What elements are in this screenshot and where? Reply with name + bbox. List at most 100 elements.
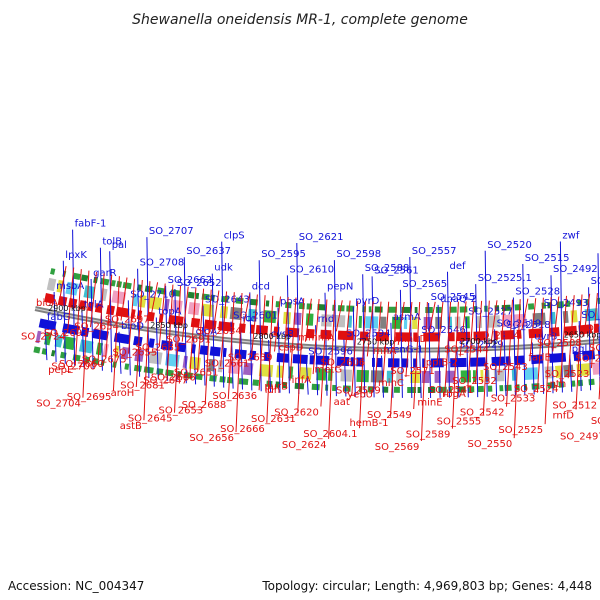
gene-label: SO_2604.1 (303, 429, 357, 440)
forward-gene-track (597, 349, 600, 359)
gene-label: SO_2695 (67, 392, 112, 403)
gene-label: infA (292, 375, 312, 386)
forward-gene-track (133, 335, 143, 347)
label-leader-line (59, 266, 67, 298)
label-leader-line (529, 298, 537, 362)
label-leader-line (204, 289, 212, 405)
gene-label: mmmA (298, 332, 334, 343)
label-leader-line (74, 269, 82, 365)
forward-gene-track (573, 351, 581, 361)
label-leader-line (374, 301, 382, 389)
gene-label: SO_2529 (459, 340, 504, 351)
forward-category-track (299, 367, 312, 380)
label-leader-line (381, 355, 384, 398)
gene-label: SO_2655 (113, 348, 158, 359)
forward-category-track (544, 366, 555, 379)
label-leader-line (274, 296, 281, 352)
gene-label: SO_2643 (205, 295, 250, 306)
gene-label: def (450, 261, 467, 272)
gene-label: minE (417, 398, 442, 409)
label-leader-line (221, 241, 225, 388)
gene-label: SO_2656 (189, 433, 234, 444)
gene-label: SO_2520 (487, 240, 532, 251)
reverse-dot-track (72, 272, 81, 281)
forward-gene-track (234, 349, 247, 360)
forward-dot-track (91, 357, 100, 365)
forward-category-track (182, 355, 188, 369)
reverse-gene-track (136, 310, 143, 320)
gene-label: SO_2624 (282, 440, 327, 451)
label-leader-line (413, 301, 421, 410)
forward-dot-track (41, 348, 48, 355)
reverse-category-track (138, 294, 147, 308)
gene-label: SO_2525 (498, 425, 543, 436)
gene-label: SO_2595 (261, 249, 306, 260)
gene-label: clpA (196, 326, 218, 337)
label-leader-line (289, 297, 297, 381)
gene-label: SO_2482 (581, 310, 600, 321)
scale-tick-label: 2700 kbp (460, 337, 498, 346)
forward-category-track (35, 330, 42, 344)
label-leader-line (371, 276, 375, 398)
gene-label: SO_2524 (514, 384, 559, 395)
label-leader-line (366, 301, 374, 357)
label-leader-line (405, 301, 413, 378)
gene-label: zwf (562, 231, 579, 242)
accession-label: Accession: NC_004347 (8, 579, 144, 593)
forward-dot-track (50, 349, 56, 357)
label-leader-line (335, 300, 343, 332)
forward-gene-track (148, 338, 155, 348)
label-leader-line (197, 288, 205, 372)
gene-label: tolB (102, 237, 122, 248)
reverse-dot-track (81, 274, 89, 282)
gene-label: SO_2594 (346, 329, 391, 340)
forward-gene-track (514, 355, 525, 366)
reverse-dot-track (201, 293, 210, 301)
gene-label: SO_2596 (308, 347, 353, 358)
gene-label: bioD (121, 321, 144, 332)
forward-gene-track (276, 352, 289, 363)
forward-dot-track (238, 378, 249, 385)
label-leader-line (418, 335, 422, 399)
forward-dot-track (219, 376, 226, 383)
gene-label: rnhA (373, 346, 397, 357)
gene-label: SO_2660 (59, 359, 104, 370)
label-leader-line (550, 275, 554, 394)
reverse-gene-track (190, 317, 201, 328)
gene-label: clpS (224, 231, 245, 242)
forward-gene-track (113, 332, 131, 345)
label-leader-line (459, 301, 467, 357)
reverse-category-track (229, 306, 243, 321)
gene-label: SO_2588 (365, 263, 410, 274)
gene-label: mindD (394, 334, 427, 345)
reverse-dot-track (122, 281, 132, 290)
label-leader-line (456, 350, 460, 398)
reverse-dot-track (220, 295, 229, 303)
reverse-dot-track (111, 279, 116, 287)
gene-label: SO_2546 (421, 325, 466, 336)
gene-label: pal (112, 240, 127, 251)
label-leader-line (297, 298, 305, 414)
label-leader-line (544, 297, 552, 425)
gene-label: ppsA (280, 297, 305, 308)
label-leader-line (143, 281, 151, 421)
forward-dot-track (311, 383, 320, 391)
label-leader-line (296, 242, 300, 395)
gene-label: SO_2533 (491, 394, 536, 405)
label-leader-line (90, 272, 97, 328)
reverse-gene-track (337, 330, 354, 341)
gene-label: pykA (587, 323, 600, 334)
reverse-category-track (171, 299, 183, 313)
forward-gene-track (469, 357, 486, 367)
label-leader-line (112, 276, 120, 392)
gene-label: SO_2637 (186, 246, 231, 257)
gene-label: SO_2515 (525, 253, 570, 264)
gene-label: pyrD (355, 296, 379, 307)
gene-label: SO_2686 (151, 373, 196, 384)
gene-label: SO_2724 (21, 332, 66, 343)
reverse-category-track (570, 310, 578, 323)
reverse-category-track (320, 314, 333, 327)
label-leader-line (343, 339, 347, 397)
gene-label: SO_2691 (166, 335, 211, 346)
label-leader-line (512, 297, 516, 396)
